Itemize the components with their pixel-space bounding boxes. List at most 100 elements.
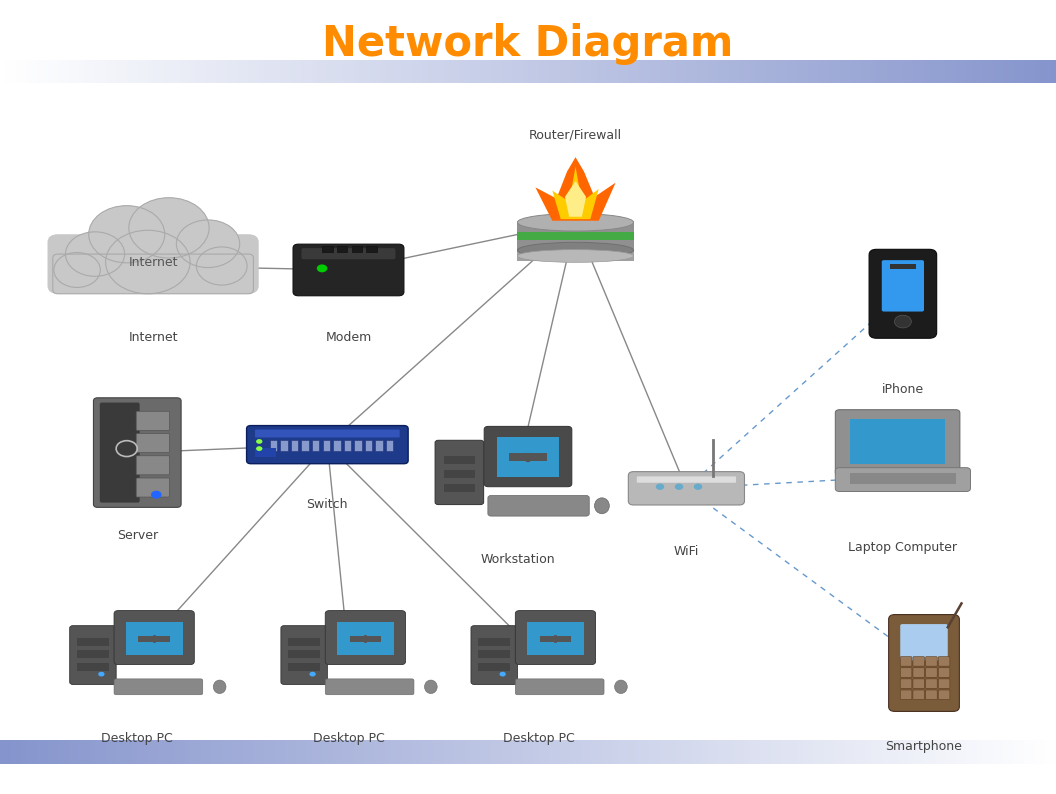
Bar: [270, 440, 277, 451]
Bar: [887, 60, 894, 83]
Bar: [855, 60, 863, 83]
Bar: [138, 636, 170, 642]
Bar: [433, 740, 440, 764]
Bar: [459, 60, 467, 83]
Bar: [729, 740, 736, 764]
Bar: [69, 60, 76, 83]
Bar: [216, 60, 224, 83]
Polygon shape: [565, 181, 586, 217]
Bar: [829, 740, 836, 764]
Bar: [829, 60, 836, 83]
Bar: [597, 60, 604, 83]
Bar: [977, 740, 984, 764]
Bar: [275, 740, 282, 764]
Bar: [264, 740, 271, 764]
Bar: [708, 60, 715, 83]
Bar: [185, 740, 192, 764]
Bar: [201, 60, 208, 83]
FancyBboxPatch shape: [925, 679, 938, 688]
Bar: [185, 60, 192, 83]
Bar: [380, 740, 388, 764]
FancyBboxPatch shape: [912, 657, 925, 666]
Circle shape: [256, 446, 262, 451]
Bar: [713, 60, 720, 83]
Bar: [475, 60, 483, 83]
FancyBboxPatch shape: [889, 615, 960, 711]
Bar: [11, 740, 18, 764]
Bar: [866, 740, 873, 764]
Bar: [497, 437, 560, 477]
Circle shape: [65, 232, 125, 276]
Bar: [935, 740, 942, 764]
Bar: [153, 740, 161, 764]
Bar: [16, 60, 23, 83]
Bar: [11, 60, 18, 83]
Bar: [750, 740, 757, 764]
Bar: [1030, 60, 1037, 83]
Bar: [74, 740, 81, 764]
Bar: [660, 60, 667, 83]
FancyBboxPatch shape: [939, 668, 950, 677]
Bar: [132, 740, 139, 764]
Circle shape: [129, 198, 209, 258]
Bar: [348, 60, 356, 83]
Bar: [840, 60, 847, 83]
Bar: [628, 740, 636, 764]
Bar: [301, 740, 308, 764]
Bar: [454, 60, 461, 83]
FancyBboxPatch shape: [912, 679, 925, 688]
Bar: [517, 251, 634, 260]
Bar: [264, 60, 271, 83]
Bar: [665, 740, 673, 764]
Bar: [517, 222, 634, 252]
Ellipse shape: [517, 214, 634, 231]
Bar: [612, 740, 620, 764]
Bar: [739, 740, 747, 764]
Bar: [998, 740, 1005, 764]
Bar: [560, 740, 567, 764]
Bar: [269, 740, 277, 764]
FancyBboxPatch shape: [900, 690, 912, 700]
Bar: [337, 622, 394, 655]
Bar: [79, 740, 87, 764]
Bar: [509, 453, 547, 461]
Bar: [639, 60, 646, 83]
Bar: [892, 740, 900, 764]
Bar: [496, 740, 504, 764]
Bar: [908, 60, 916, 83]
Bar: [478, 650, 510, 658]
Bar: [890, 264, 916, 269]
Bar: [366, 246, 377, 252]
Bar: [143, 740, 150, 764]
Bar: [127, 60, 134, 83]
Bar: [417, 60, 425, 83]
Bar: [1014, 740, 1021, 764]
Bar: [987, 740, 995, 764]
Circle shape: [176, 220, 240, 268]
Bar: [5, 60, 13, 83]
Bar: [323, 440, 329, 451]
Bar: [37, 740, 44, 764]
Bar: [940, 740, 947, 764]
Bar: [158, 740, 166, 764]
Bar: [924, 60, 931, 83]
Bar: [355, 440, 361, 451]
Bar: [554, 740, 562, 764]
Bar: [744, 740, 752, 764]
Bar: [540, 636, 571, 642]
FancyBboxPatch shape: [136, 478, 169, 497]
Bar: [903, 60, 910, 83]
Circle shape: [54, 252, 100, 287]
Bar: [227, 60, 234, 83]
Bar: [871, 740, 879, 764]
Bar: [729, 60, 736, 83]
Circle shape: [106, 230, 190, 294]
Bar: [681, 60, 689, 83]
Bar: [787, 60, 794, 83]
Bar: [486, 60, 493, 83]
Bar: [132, 60, 139, 83]
Bar: [565, 60, 572, 83]
Ellipse shape: [213, 680, 226, 694]
Bar: [16, 740, 23, 764]
Bar: [364, 60, 372, 83]
